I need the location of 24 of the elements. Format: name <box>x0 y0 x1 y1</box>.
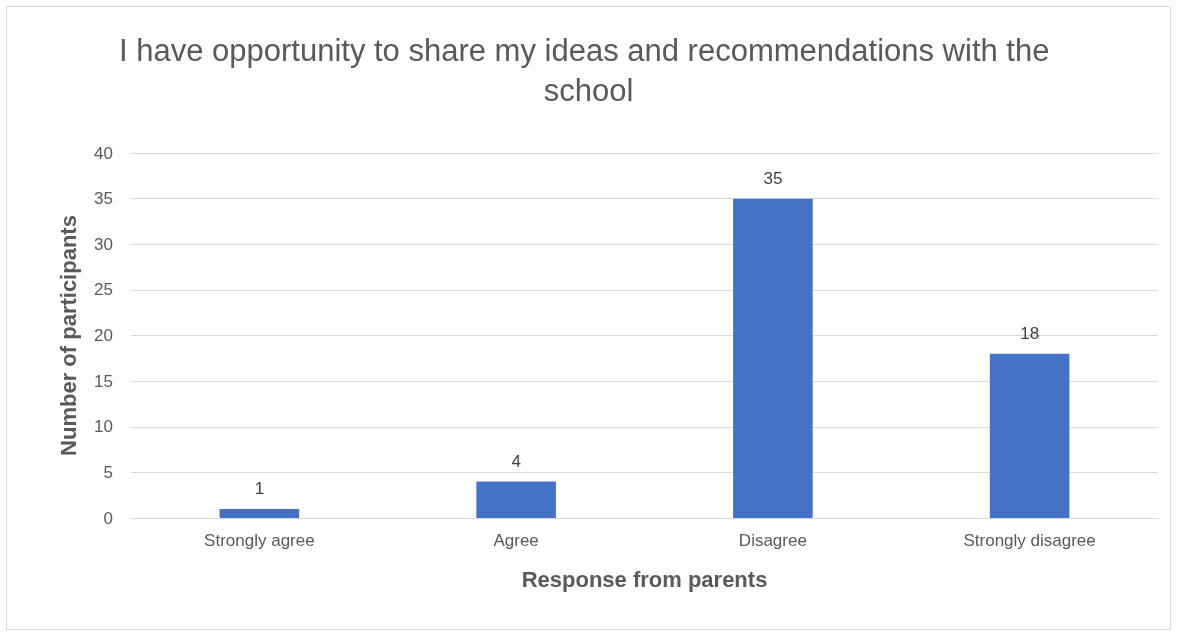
bar <box>219 508 300 518</box>
data-label: 4 <box>511 451 521 471</box>
bar <box>989 353 1070 518</box>
y-tick-label: 40 <box>94 143 113 163</box>
y-tick-label: 35 <box>94 189 113 209</box>
data-label: 1 <box>254 478 265 498</box>
x-tick-label: Strongly disagree <box>963 531 1096 550</box>
y-tick-label: 10 <box>94 417 113 437</box>
y-tick-label: 15 <box>94 371 113 391</box>
data-label: 18 <box>1020 323 1040 343</box>
bar <box>476 481 556 518</box>
x-tick-label: Disagree <box>738 531 807 550</box>
y-tick-label: 20 <box>94 326 113 345</box>
chart-title: I have opportunity to share my ideas and recommendations with the school <box>118 32 1059 108</box>
bar <box>733 198 813 518</box>
data-label: 35 <box>763 168 783 188</box>
y-tick-label: 30 <box>94 234 113 254</box>
y-tick-label: 0 <box>103 508 113 528</box>
x-tick-label: Agree <box>493 531 539 550</box>
y-axis-title: Number of participants <box>55 215 81 456</box>
y-tick-label: 25 <box>94 280 113 300</box>
x-tick-label: Strongly agree <box>204 531 315 550</box>
y-tick-label: 5 <box>103 462 113 482</box>
x-axis-title: Response from parents <box>521 566 768 592</box>
